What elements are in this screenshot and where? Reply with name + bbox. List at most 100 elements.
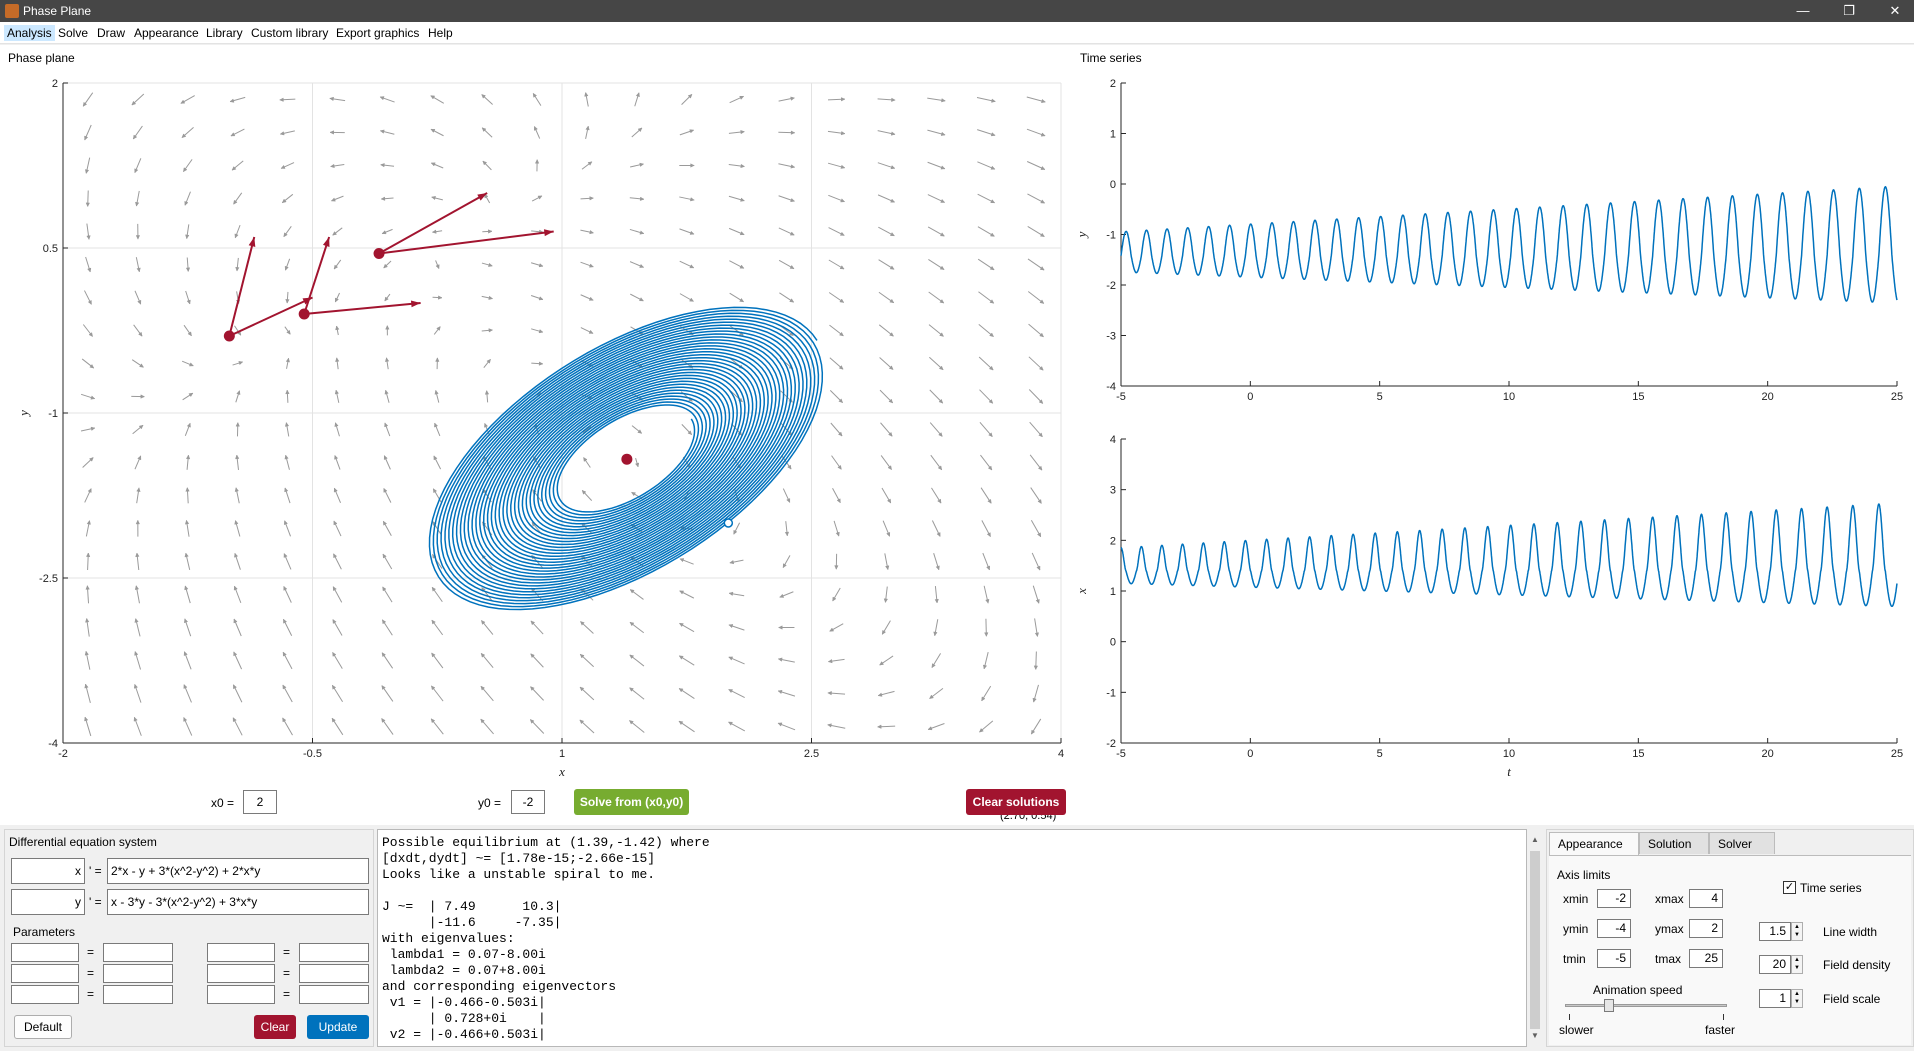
ymax-label: ymax: [1655, 922, 1684, 936]
menu-help[interactable]: Help: [428, 26, 453, 40]
update-button[interactable]: Update: [307, 1015, 369, 1039]
tab-solver[interactable]: Solver: [1709, 832, 1775, 854]
param-eq-6: =: [283, 987, 291, 1001]
faster-label: faster: [1705, 1023, 1736, 1037]
field-scale-input[interactable]: 1: [1759, 989, 1791, 1008]
param-name-3[interactable]: [11, 985, 79, 1004]
line-width-spinner[interactable]: ▲ ▼: [1791, 922, 1803, 941]
field-arrowhead: [678, 720, 684, 726]
field-arrowhead: [934, 598, 939, 604]
tmin-label: tmin: [1563, 952, 1586, 966]
prime-equals-2: ' =: [89, 895, 102, 909]
solve-button[interactable]: Solve from (x0,y0): [574, 789, 689, 815]
field-density-label: Field density: [1823, 958, 1891, 972]
tmin-input[interactable]: -5: [1597, 949, 1631, 968]
field-arrowhead: [585, 125, 590, 131]
field-arrowhead: [739, 297, 745, 303]
field-arrowhead: [285, 299, 290, 304]
menu-analysis[interactable]: Analysis: [4, 25, 55, 41]
field-density-input[interactable]: 20: [1759, 955, 1791, 974]
xmin-input[interactable]: -2: [1597, 889, 1631, 908]
field-arrowhead: [789, 231, 795, 236]
menu-appearance[interactable]: Appearance: [134, 26, 199, 40]
equation-2-field[interactable]: x - 3*y - 3*(x^2-y^2) + 3*x*y: [107, 889, 369, 915]
ts-x-xtick-label: 10: [1503, 748, 1515, 760]
field-arrowhead: [837, 431, 843, 437]
clear-solutions-button[interactable]: Clear solutions: [966, 789, 1066, 815]
param-value-5[interactable]: [299, 964, 369, 983]
field-arrowhead: [437, 295, 443, 300]
field-arrowhead: [1040, 199, 1046, 204]
field-density-spinner[interactable]: ▲ ▼: [1791, 955, 1803, 974]
clear-button[interactable]: Clear: [254, 1015, 296, 1039]
line-width-label: Line width: [1823, 925, 1878, 939]
field-arrowhead: [1037, 465, 1043, 471]
param-name-1[interactable]: [11, 943, 79, 962]
field-arrowhead: [183, 651, 188, 657]
field-arrowhead: [430, 128, 436, 133]
field-arrowhead: [329, 96, 334, 102]
equation-1-field[interactable]: 2*x - y + 3*(x^2-y^2) + 2*x*y: [107, 858, 369, 884]
output-scrollbar[interactable]: ▲ ▼: [1528, 833, 1542, 1045]
field-scale-spinner[interactable]: ▲ ▼: [1791, 989, 1803, 1008]
field-arrowhead: [728, 689, 734, 694]
field-arrowhead: [183, 167, 188, 173]
field-arrowhead: [790, 96, 796, 101]
field-arrowhead: [1031, 729, 1036, 735]
ymax-input[interactable]: 2: [1689, 919, 1723, 938]
field-arrowhead: [332, 651, 337, 657]
param-value-4[interactable]: [299, 943, 369, 962]
param-value-1[interactable]: [103, 943, 173, 962]
field-arrowhead: [629, 621, 635, 627]
eigenvector-arrowhead: [322, 237, 330, 247]
field-arrowhead: [885, 565, 890, 571]
restore-button[interactable]: ❐: [1843, 3, 1855, 18]
param-name-5[interactable]: [207, 964, 275, 983]
field-arrowhead: [679, 590, 685, 595]
field-arrowhead: [434, 422, 439, 428]
eigenvector-arrowhead: [477, 193, 488, 201]
field-arrowhead: [82, 101, 88, 107]
scroll-down-icon[interactable]: ▼: [1531, 1031, 1539, 1040]
menu-library[interactable]: Library: [206, 26, 243, 40]
param-value-3[interactable]: [103, 985, 173, 1004]
menu-export-graphics[interactable]: Export graphics: [336, 26, 420, 40]
field-arrowhead: [786, 498, 791, 503]
y0-input[interactable]: -2: [511, 790, 545, 814]
close-button[interactable]: ✕: [1889, 3, 1901, 18]
minimize-button[interactable]: —: [1796, 3, 1810, 18]
field-arrowhead: [335, 357, 340, 362]
eigenvector-arrowhead: [543, 229, 554, 237]
param-value-2[interactable]: [103, 964, 173, 983]
param-name-2[interactable]: [11, 964, 79, 983]
default-button[interactable]: Default: [14, 1015, 72, 1039]
window-title: Phase Plane: [23, 4, 92, 18]
tab-solution[interactable]: Solution: [1639, 832, 1709, 854]
line-width-input[interactable]: 1.5: [1759, 922, 1791, 941]
var1-field[interactable]: x: [11, 858, 85, 884]
menu-custom-library[interactable]: Custom library: [251, 26, 329, 40]
param-value-6[interactable]: [299, 985, 369, 1004]
ymin-input[interactable]: -4: [1597, 919, 1631, 938]
time-series-checkbox[interactable]: ✓: [1783, 881, 1796, 894]
x0-input[interactable]: 2: [243, 790, 277, 814]
field-arrowhead: [281, 198, 287, 204]
slider-thumb[interactable]: [1603, 999, 1614, 1012]
tmax-input[interactable]: 25: [1689, 949, 1723, 968]
param-name-4[interactable]: [207, 943, 275, 962]
analysis-output[interactable]: Possible equilibrium at (1.39,-1.42) whe…: [377, 829, 1527, 1047]
field-arrowhead: [86, 235, 91, 240]
field-arrowhead: [282, 651, 287, 657]
field-arrowhead: [740, 197, 745, 202]
var2-field[interactable]: y: [11, 889, 85, 915]
menu-solve[interactable]: Solve: [58, 26, 89, 40]
scroll-up-icon[interactable]: ▲: [1531, 835, 1539, 844]
param-name-6[interactable]: [207, 985, 275, 1004]
field-arrowhead: [333, 487, 338, 493]
animation-speed-slider[interactable]: [1565, 999, 1727, 1012]
scroll-thumb[interactable]: [1530, 851, 1540, 1029]
xmax-input[interactable]: 4: [1689, 889, 1723, 908]
tab-appearance[interactable]: Appearance: [1549, 832, 1639, 856]
menu-draw[interactable]: Draw: [97, 26, 126, 40]
